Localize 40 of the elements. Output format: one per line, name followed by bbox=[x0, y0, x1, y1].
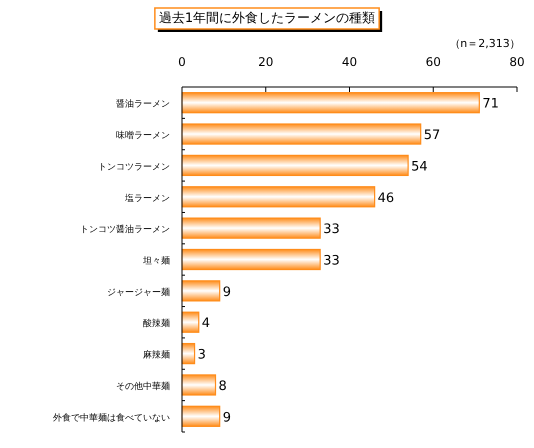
data-label: 33 bbox=[323, 222, 340, 238]
data-label: 54 bbox=[411, 159, 428, 174]
data-label: 8 bbox=[218, 378, 227, 394]
bar bbox=[181, 92, 480, 114]
data-label: 46 bbox=[378, 190, 394, 206]
data-label: 33 bbox=[323, 254, 340, 268]
bar bbox=[181, 374, 216, 396]
x-tick-label: 20 bbox=[258, 55, 274, 69]
y-tick-label: その他中華麺 bbox=[116, 380, 170, 392]
bar bbox=[181, 342, 196, 364]
bar bbox=[181, 186, 376, 208]
y-tick-label: 麻辣麺 bbox=[143, 350, 170, 361]
bar bbox=[181, 154, 409, 176]
y-tick-label: 酸辣麺 bbox=[143, 318, 170, 330]
y-tick-label: 外食で中華麺は食べていない bbox=[53, 412, 170, 424]
y-tick-label: ジャージャー麺 bbox=[107, 286, 170, 298]
y-tick-label: 味噌ラーメン bbox=[116, 130, 170, 142]
x-tick-label: 60 bbox=[426, 55, 441, 69]
bar bbox=[181, 218, 321, 239]
y-tick-label: 坦々麺 bbox=[142, 256, 170, 266]
data-label: 71 bbox=[482, 96, 499, 112]
y-tick-label: 醤油ラーメン bbox=[116, 98, 170, 110]
bar bbox=[181, 280, 220, 302]
data-label: 9 bbox=[222, 410, 231, 426]
y-tick-label: 塩ラーメン bbox=[124, 192, 170, 204]
x-tick-label: 80 bbox=[509, 55, 525, 69]
bar bbox=[181, 123, 422, 145]
x-tick-label: 0 bbox=[178, 55, 186, 69]
bar bbox=[181, 406, 220, 427]
y-tick-label: トンコツラーメン bbox=[98, 162, 170, 172]
bar bbox=[181, 312, 200, 333]
data-label: 57 bbox=[424, 128, 440, 144]
data-label: 3 bbox=[198, 348, 206, 363]
bar bbox=[181, 248, 321, 270]
chart-title: 過去1年間に外食したラーメンの種類 bbox=[158, 11, 376, 26]
y-tick-label: トンコツ醤油ラーメン bbox=[80, 224, 170, 236]
x-tick-label: 40 bbox=[342, 55, 358, 69]
text: （n＝2,313） bbox=[449, 37, 521, 50]
data-label: 9 bbox=[222, 284, 231, 300]
data-label: 4 bbox=[202, 316, 210, 332]
